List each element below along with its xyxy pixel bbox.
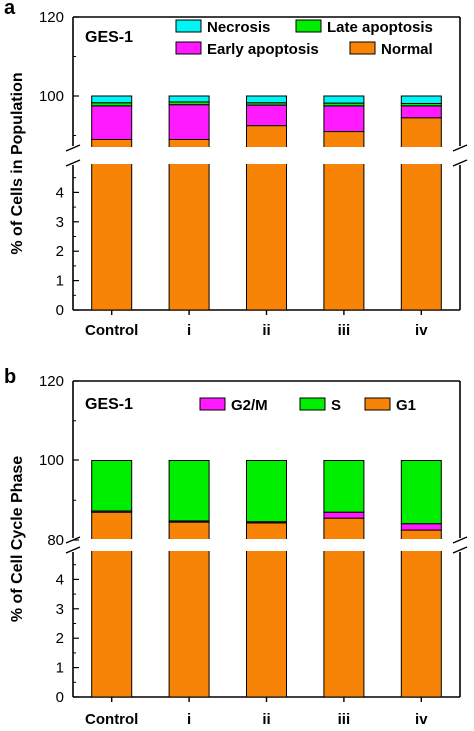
legend-label: Normal (381, 41, 433, 58)
bar-i-g1-lower (168, 549, 210, 698)
bar-Control-necrosis-upper (91, 95, 133, 104)
x-tick-label: iv (415, 711, 428, 728)
x-tick-label: iv (415, 322, 428, 339)
y-tick-label: 1 (56, 660, 64, 677)
axis-break-mark (65, 546, 81, 554)
panel-label: b (4, 366, 16, 388)
legend-label: Necrosis (207, 19, 270, 36)
x-tick-label: Control (85, 322, 138, 339)
y-tick-label: 2 (56, 630, 64, 647)
y-tick-label: 120 (39, 9, 64, 26)
bar-iii-necrosis-upper (323, 95, 365, 104)
bar-ii-s-upper (246, 460, 287, 523)
x-tick-label: Control (85, 711, 138, 728)
y-tick-label: 100 (39, 452, 64, 469)
y-tick-label: 2 (56, 243, 64, 260)
y-tick-label: 4 (56, 571, 64, 588)
x-tick-label: ii (262, 322, 270, 339)
bar-iii-g1-lower (323, 549, 365, 698)
bar-Control-early-apoptosis-upper (91, 105, 133, 140)
x-tick-label: i (187, 711, 191, 728)
bar-ii-necrosis-upper (246, 95, 287, 104)
bar-iv-early-apoptosis-upper (400, 105, 442, 119)
y-tick-label: 100 (39, 88, 64, 105)
bar-ii-g1-lower (246, 549, 287, 698)
legend-swatch-late-apoptosis (295, 19, 322, 33)
annotation-label: GES-1 (85, 29, 133, 46)
y-axis-label: % of Cells in Population (9, 72, 26, 254)
bar-iv-necrosis-upper (400, 95, 442, 105)
y-axis-label: % of Cell Cycle Phase (9, 456, 26, 622)
bar-iii-normal-lower (323, 162, 365, 311)
bar-i-early-apoptosis-upper (168, 104, 210, 140)
bar-iv-s-upper (400, 460, 442, 525)
bar-iii-early-apoptosis-upper (323, 105, 365, 133)
axis-break-mark (452, 159, 468, 167)
x-tick-label: i (187, 322, 191, 339)
y-tick-label: 80 (47, 532, 64, 549)
panel-label: a (4, 0, 16, 19)
y-tick-label: 3 (56, 214, 64, 231)
bar-ii-g1-upper (246, 522, 287, 541)
bar-i-g1-upper (168, 521, 210, 541)
bar-Control-g1-upper (91, 511, 133, 541)
y-tick-label: 0 (56, 689, 64, 706)
legend-label: Late apoptosis (327, 19, 433, 36)
legend-label: G1 (396, 397, 416, 414)
legend-swatch-g2-m (199, 397, 226, 411)
bar-ii-early-apoptosis-upper (246, 104, 287, 127)
x-tick-label: ii (262, 711, 270, 728)
axis-break-mark (65, 144, 81, 152)
y-tick-label: 3 (56, 601, 64, 618)
bar-iv-g1-lower (400, 549, 442, 698)
axis-break-gap (0, 147, 470, 164)
y-tick-label: 1 (56, 273, 64, 290)
bar-ii-normal-lower (246, 162, 287, 311)
bar-iii-g1-upper (323, 517, 365, 541)
bar-iv-normal-lower (400, 162, 442, 311)
legend-swatch-early-apoptosis (175, 41, 202, 55)
axis-break-mark (452, 546, 468, 554)
bar-Control-s-upper (91, 460, 133, 512)
legend-label: G2/M (231, 397, 268, 414)
legend-swatch-necrosis (175, 19, 202, 33)
y-tick-label: 4 (56, 184, 64, 201)
x-tick-label: iii (338, 322, 351, 339)
axis-break-mark (452, 536, 468, 544)
annotation-label: GES-1 (85, 396, 133, 413)
y-tick-label: 0 (56, 302, 64, 319)
bar-Control-normal-lower (91, 162, 133, 311)
legend-swatch-s (299, 397, 326, 411)
axis-break-mark (452, 144, 468, 152)
bar-i-necrosis-upper (168, 95, 210, 103)
y-tick-label: 120 (39, 373, 64, 390)
axis-break-mark (65, 159, 81, 167)
x-tick-label: iii (338, 711, 351, 728)
bar-iv-g2-m-upper (400, 523, 442, 531)
legend-label: S (331, 397, 341, 414)
bar-iii-s-upper (323, 460, 365, 513)
bar-i-normal-lower (168, 162, 210, 311)
bar-Control-g1-lower (91, 549, 133, 698)
bar-iv-g1-upper (400, 529, 442, 541)
axis-break-gap (0, 539, 470, 551)
legend-swatch-g1 (364, 397, 391, 411)
bar-i-s-upper (168, 460, 210, 522)
legend-label: Early apoptosis (207, 41, 319, 58)
legend-swatch-normal (349, 41, 376, 55)
bar-iii-g2-m-upper (323, 511, 365, 519)
